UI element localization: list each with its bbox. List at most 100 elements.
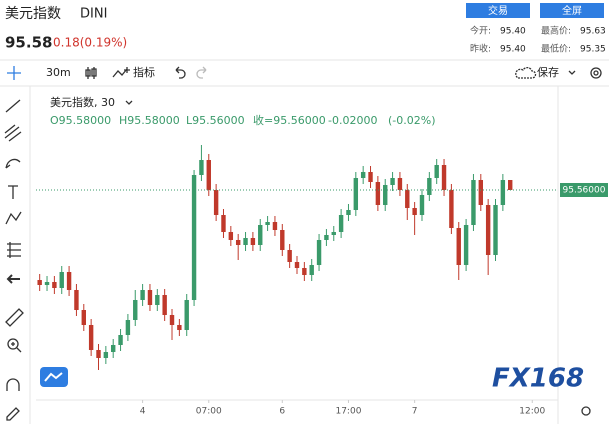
candle-body [52, 282, 57, 288]
trade-label[interactable]: 交易 [488, 4, 508, 17]
candle-body [250, 238, 256, 245]
candle-body [441, 165, 447, 190]
candle-body [228, 232, 234, 240]
candle-body [449, 190, 454, 228]
candle-body [397, 178, 403, 190]
candle-body [419, 195, 425, 215]
redo-icon[interactable] [196, 66, 207, 79]
zoom-tool[interactable] [7, 338, 19, 350]
text-tool[interactable] [8, 185, 18, 199]
channel-tool[interactable] [4, 124, 22, 142]
candle-body [133, 300, 138, 320]
candle-body [493, 205, 498, 255]
cloud-icon[interactable] [515, 66, 537, 79]
candle-body [375, 182, 381, 205]
pattern-tool[interactable] [5, 211, 22, 225]
stat-label: 最高价: [541, 25, 571, 37]
settings-icon-center [593, 70, 599, 76]
back-tool[interactable] [6, 274, 20, 284]
candle-body [324, 235, 329, 240]
candle-body [199, 160, 204, 175]
candle-body [331, 232, 336, 235]
settings-icon[interactable] [590, 67, 602, 79]
trade-button[interactable] [466, 3, 530, 18]
legend-item: L95.56000 [186, 114, 245, 127]
candle-body [508, 180, 513, 190]
candle-body [287, 250, 292, 262]
symbol: DINI [80, 7, 107, 22]
legend-item: H95.58000 [119, 114, 180, 127]
candle-body [463, 225, 469, 265]
legend-menu[interactable] [125, 100, 133, 105]
candle-body [191, 175, 197, 300]
stat-label: 昨收: [470, 43, 491, 55]
candle-body [302, 268, 307, 275]
candle-body [412, 208, 417, 215]
candle-body [184, 300, 189, 330]
stat-value: 95.40 [500, 27, 526, 37]
candle-body [59, 272, 64, 288]
watermark: FX168 [492, 364, 584, 394]
edit-tool[interactable] [6, 407, 20, 421]
price: 95.58 [5, 34, 52, 52]
fib-tool[interactable] [7, 242, 21, 258]
save[interactable]: 保存 [537, 65, 559, 79]
candle-body [316, 240, 322, 265]
candle-body [110, 345, 116, 352]
legend-item: 收=95.56000 [253, 113, 326, 127]
x-tick-label: 17:00 [335, 407, 361, 417]
stat-value: 95.63 [580, 27, 606, 37]
fullscreen-button[interactable] [540, 3, 604, 18]
title: 美元指数 [5, 6, 61, 22]
stat-value: 95.35 [580, 45, 606, 55]
candle-body [346, 210, 351, 215]
logo-mark [44, 372, 63, 382]
candle-body [81, 310, 86, 325]
x-tick-label: 6 [279, 407, 285, 417]
last-price-box [560, 183, 608, 197]
zoom-tool-detail [11, 342, 22, 353]
candle-body [280, 230, 285, 250]
legend-item: (-0.02%) [388, 114, 436, 127]
candle-body [235, 240, 241, 245]
x-tick-label: 7 [412, 407, 418, 417]
toolbar: 30m 指标 保存 [7, 65, 602, 80]
stat-label: 今开: [470, 25, 491, 37]
candle-body [485, 205, 491, 255]
candle-body [309, 265, 314, 275]
candle-body [66, 272, 72, 290]
brush-tool[interactable] [5, 158, 21, 169]
x-tick-label: 4 [140, 407, 146, 417]
candle-icon[interactable] [85, 67, 97, 79]
candle-body [169, 315, 175, 325]
magnet-tool[interactable] [6, 378, 20, 391]
indicators[interactable]: 指标 [133, 65, 155, 79]
candle-body [427, 178, 432, 195]
ruler-tool[interactable] [5, 308, 24, 327]
candle-body [338, 215, 344, 232]
interval[interactable]: 30m [46, 66, 71, 79]
axis-settings[interactable] [581, 406, 591, 416]
indicator-icon[interactable] [112, 67, 130, 78]
fullscreen-label[interactable]: 全屏 [562, 4, 582, 17]
candle-body [405, 190, 410, 208]
candle-body [243, 238, 248, 245]
tool-bar [4, 99, 24, 421]
candle-body [118, 335, 123, 345]
save-menu-icon[interactable] [568, 70, 576, 75]
candle-body [162, 295, 167, 315]
candle-body [471, 180, 476, 225]
line-tool[interactable] [5, 99, 21, 113]
candle-body [96, 350, 101, 358]
stat-label: 最低价: [541, 43, 571, 55]
candle-body [500, 180, 506, 205]
candle-body [177, 325, 182, 330]
crosshair-icon[interactable] [7, 66, 21, 80]
candle-body [125, 320, 131, 335]
candle-body [353, 178, 359, 210]
candle-body [368, 172, 373, 182]
candle-body [294, 262, 300, 268]
candle-body [221, 215, 226, 232]
last-price-label: 95.56000 [563, 186, 606, 196]
undo-icon[interactable] [175, 66, 186, 79]
